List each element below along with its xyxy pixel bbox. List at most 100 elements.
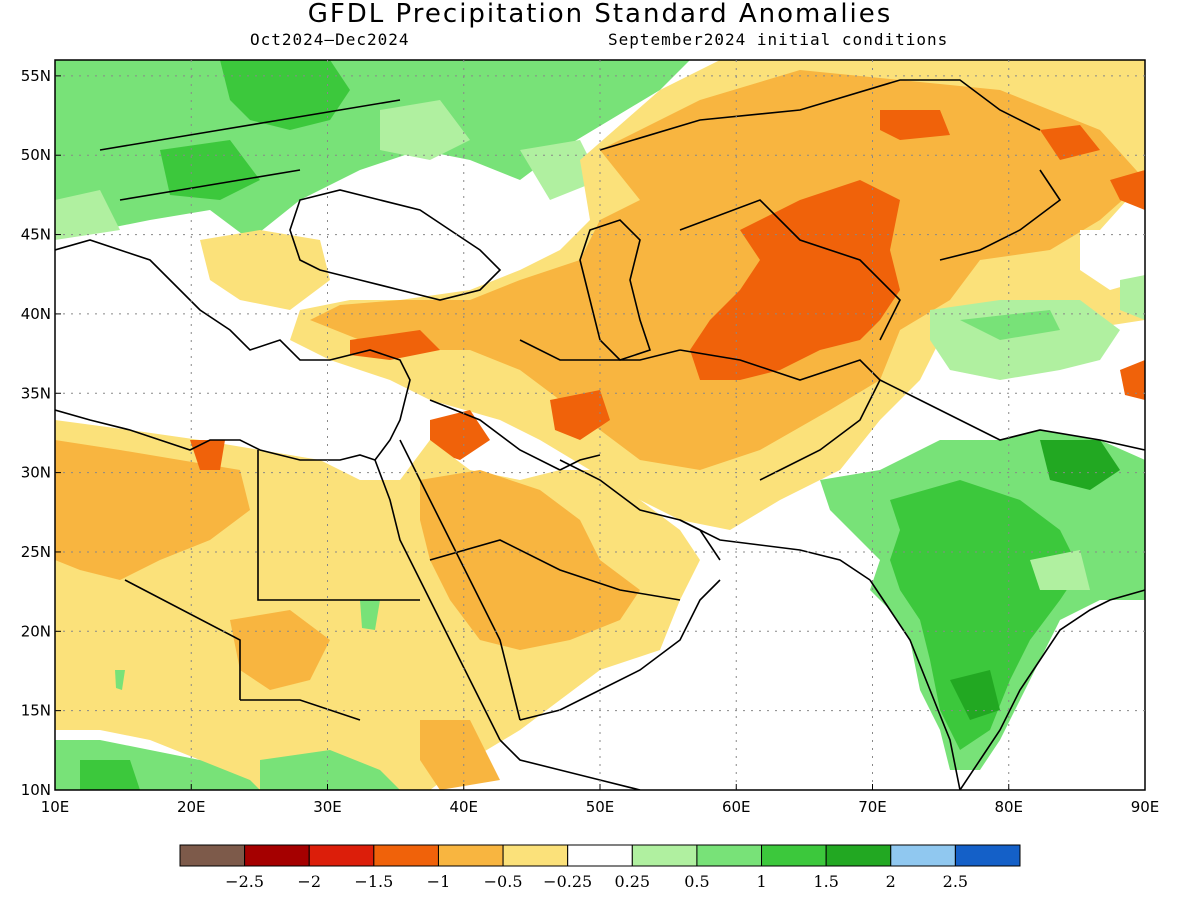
border-arabia (429, 539, 681, 601)
map-title: GFDL Precipitation Standard Anomalies (307, 0, 893, 29)
initial-conditions: September2024 initial conditions (608, 30, 949, 49)
lat-label: 30N (21, 464, 51, 482)
region-europe-light-2 (55, 190, 120, 240)
colorbar-labels: −2.5 −2 −1.5 −1 −0.5 −0.25 0.25 0.5 1 1.5 2 2.5 (225, 872, 968, 891)
colorbar-swatch (696, 844, 763, 867)
region-kazakhstan-dry (690, 180, 900, 380)
lat-label: 25N (21, 543, 51, 561)
border-iran (519, 339, 681, 361)
region-sahel-wetter (80, 760, 140, 790)
coast-gulf (559, 459, 721, 561)
colorbar-swatch (631, 844, 698, 867)
region-sahel-dot (115, 670, 125, 690)
coast-india-west (869, 579, 961, 790)
colorbar-swatch (954, 844, 1021, 867)
lat-label: 50N (21, 146, 51, 164)
lat-label: 45N (21, 226, 51, 244)
colorbar-label: −2.5 (225, 872, 264, 891)
colorbar-label: −0.5 (484, 872, 523, 891)
colorbar-label: −1 (427, 872, 451, 891)
border-iraq (429, 399, 561, 471)
coast-caspian (579, 219, 652, 361)
colorbar-swatch (825, 844, 892, 867)
forecast-period: Oct2024–Dec2024 (250, 30, 410, 49)
colorbar-swatch (244, 844, 310, 867)
gridlines (54, 60, 1146, 791)
region-central-asia-moderate-dry (310, 70, 1145, 470)
colorbar-swatch (567, 844, 633, 867)
region-india-neutral (1030, 550, 1090, 590)
colorbar-label: 0.5 (684, 872, 709, 891)
border-china-mongolia (939, 169, 1062, 261)
region-india-wetter (890, 480, 1080, 750)
region-iraq-dry (550, 390, 610, 440)
lon-label: 70E (858, 798, 887, 816)
region-mongolia-dry (1040, 125, 1100, 160)
lon-label: 30E (313, 798, 342, 816)
lon-label: 40E (449, 798, 478, 816)
coast-gulf-north (559, 454, 601, 471)
coast-black-sea (289, 189, 502, 301)
colorbar (179, 844, 1021, 867)
coast-iran-pakistan (679, 519, 871, 581)
region-north-kazakhstan-dry (880, 110, 950, 140)
colorbar-label: 2.5 (943, 872, 968, 891)
colorbar-label: −0.25 (543, 872, 592, 891)
lat-label: 20N (21, 622, 51, 640)
lon-label: 10E (41, 798, 70, 816)
anomaly-fill-layer (55, 60, 1145, 790)
coast-india-east (959, 589, 1145, 790)
region-yemen-dry (420, 720, 500, 790)
region-tarim-dry (1120, 360, 1145, 400)
border-europe-1 (99, 99, 401, 151)
region-tibet-light-wet (960, 310, 1060, 340)
colorbar-swatch (373, 844, 439, 867)
region-tibet-neutral (1080, 230, 1145, 290)
lat-label: 15N (21, 702, 51, 720)
border-russia-kz (599, 79, 1041, 151)
region-sudan-wet (260, 750, 400, 790)
coast-north-africa (55, 409, 376, 461)
coast-red-sea-east (399, 439, 521, 721)
region-east-dry (1110, 170, 1145, 210)
lon-label: 50E (586, 798, 615, 816)
lon-label: 20E (177, 798, 206, 816)
region-turkey-dry (350, 330, 440, 360)
colorbar-label: 0.25 (614, 872, 650, 891)
colorbar-label: 1 (756, 872, 766, 891)
coast-arabia-south (519, 579, 721, 721)
colorbar-swatch (502, 844, 569, 867)
border-chad (124, 579, 241, 700)
colorbar-label: 1.5 (813, 872, 838, 891)
region-arabia-moderate (420, 470, 640, 650)
lon-label: 60E (722, 798, 751, 816)
coast-red-sea-west (374, 459, 501, 741)
colorbar-label: 2 (886, 872, 896, 891)
border-libya-egypt (257, 450, 420, 601)
lon-label: 90E (1131, 798, 1160, 816)
coast-europe-med (55, 239, 411, 461)
coastlines-layer (55, 79, 1145, 790)
colorbar-swatch (761, 844, 827, 867)
region-syria-dry (430, 410, 490, 460)
lat-label: 10N (21, 781, 51, 799)
lon-label: 80E (994, 798, 1023, 816)
region-sudan-moderate (230, 610, 330, 690)
colorbar-label: −2 (297, 872, 321, 891)
region-europe-wetter (220, 60, 350, 130)
lat-label: 35N (21, 384, 51, 402)
region-libya-dry (190, 440, 225, 470)
region-north-africa-moderate (55, 440, 250, 580)
colorbar-swatch (437, 844, 504, 867)
region-caucasus-light (520, 140, 600, 200)
colorbar-swatch (308, 844, 375, 867)
region-central-india-wet (950, 670, 1000, 720)
coast-horn (499, 739, 641, 790)
region-tibet-light-wet-2 (1120, 275, 1145, 320)
region-red-sea-wet (360, 600, 380, 630)
lat-label: 40N (21, 305, 51, 323)
region-europe-light (380, 100, 470, 160)
border-central-asia (679, 199, 901, 341)
colorbar-label: −1.5 (354, 872, 393, 891)
